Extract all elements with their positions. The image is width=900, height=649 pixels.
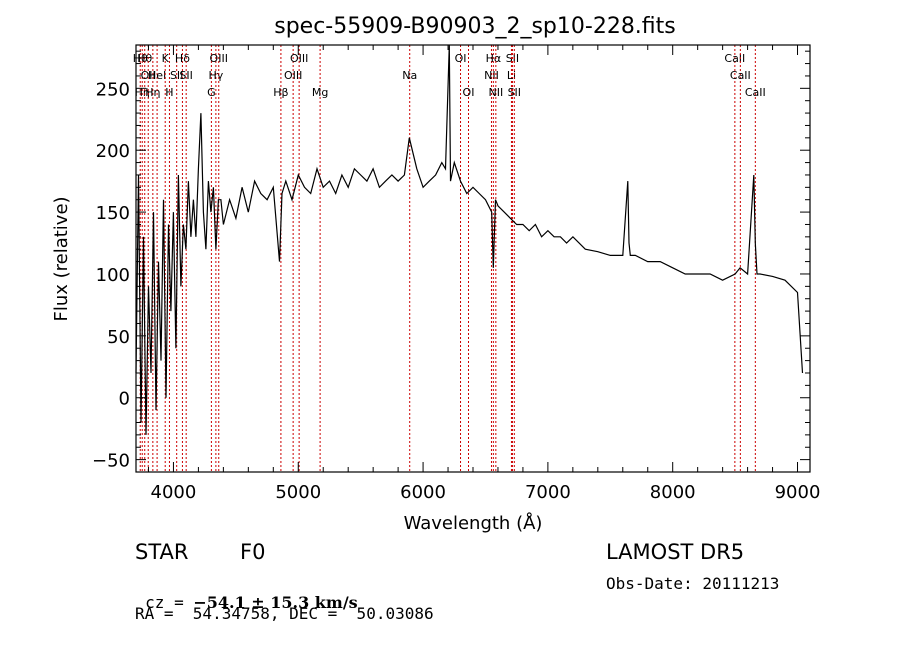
- spectral-line-markers: HθHηHθOIIHηHeIKHSIIHδSIIGHγOIIIHβOIIIOII…: [133, 45, 766, 472]
- y-tick-label: 50: [107, 327, 130, 348]
- line-marker-label: Hβ: [273, 86, 288, 99]
- line-marker-label: CaII: [730, 69, 751, 82]
- cz-prefix: cz =: [145, 593, 194, 612]
- survey-name: LAMOST DR5: [606, 540, 745, 564]
- y-tick-label: 100: [96, 265, 130, 286]
- line-marker-label: Hα: [486, 52, 502, 65]
- line-marker-label: Na: [402, 69, 417, 82]
- x-axis-label: Wavelength (Å): [404, 512, 543, 534]
- redshift-line: cz = −54.1 ± 15.3 km/s: [135, 574, 358, 612]
- line-marker-label: Hη: [145, 86, 160, 99]
- line-marker-label: Mg: [312, 86, 328, 99]
- plot-frame: [135, 44, 811, 473]
- line-marker-label: K: [162, 52, 170, 65]
- x-tick-label: 7000: [525, 482, 571, 503]
- x-axis: 4000 5000 6000 7000 8000 9000: [147, 45, 821, 503]
- line-marker-label: OIII: [290, 52, 308, 65]
- x-tick-label: 4000: [151, 482, 197, 503]
- line-marker-label: Hδ: [175, 52, 190, 65]
- line-marker-label: SII: [508, 86, 521, 99]
- line-marker-label: NII: [484, 69, 499, 82]
- y-axis: −50 0 50 100 150 200 250: [92, 50, 810, 472]
- chart-title: spec-55909-B90903_2_sp10-228.fits: [274, 14, 676, 39]
- x-tick-label: 9000: [775, 482, 821, 503]
- line-marker-label: CaII: [724, 52, 745, 65]
- object-class: STAR: [135, 540, 189, 564]
- coordinates: RA = 54.34758, DEC = 50.03086: [135, 604, 434, 623]
- line-marker-label: OII: [141, 69, 156, 82]
- line-marker-label: HeI: [148, 69, 166, 82]
- cz-value: −54.1 ± 15.3 km/s: [193, 593, 358, 612]
- y-axis-label: Flux (relative): [51, 196, 72, 321]
- x-tick-label: 5000: [275, 482, 321, 503]
- line-marker-label: OI: [455, 52, 467, 65]
- line-marker-label: OIII: [210, 52, 228, 65]
- line-marker-label: Li: [507, 69, 516, 82]
- y-tick-label: 150: [96, 203, 130, 224]
- y-tick-label: 0: [119, 389, 130, 410]
- y-tick-label: −50: [92, 451, 130, 472]
- object-subclass: F0: [240, 540, 266, 564]
- line-marker-label: SII: [170, 69, 183, 82]
- line-marker-label: Hγ: [208, 69, 223, 82]
- x-tick-label: 8000: [650, 482, 696, 503]
- line-marker-label: OIII: [284, 69, 302, 82]
- line-marker-label: G: [207, 86, 216, 99]
- line-marker-label: OI: [463, 86, 475, 99]
- line-marker-label: CaII: [745, 86, 766, 99]
- observation-date: Obs-Date: 20111213: [606, 574, 780, 593]
- y-tick-label: 250: [96, 79, 130, 100]
- line-marker-label: Hη: [135, 86, 150, 99]
- spectrum-line: [135, 44, 804, 435]
- x-tick-label: 6000: [400, 482, 446, 503]
- line-marker-label: NII: [488, 86, 503, 99]
- line-marker-label: SII: [179, 69, 192, 82]
- line-marker-label: SII: [506, 52, 519, 65]
- line-marker-label: Hθ: [137, 52, 152, 65]
- line-marker-label: H: [165, 86, 173, 99]
- y-tick-label: 200: [96, 141, 130, 162]
